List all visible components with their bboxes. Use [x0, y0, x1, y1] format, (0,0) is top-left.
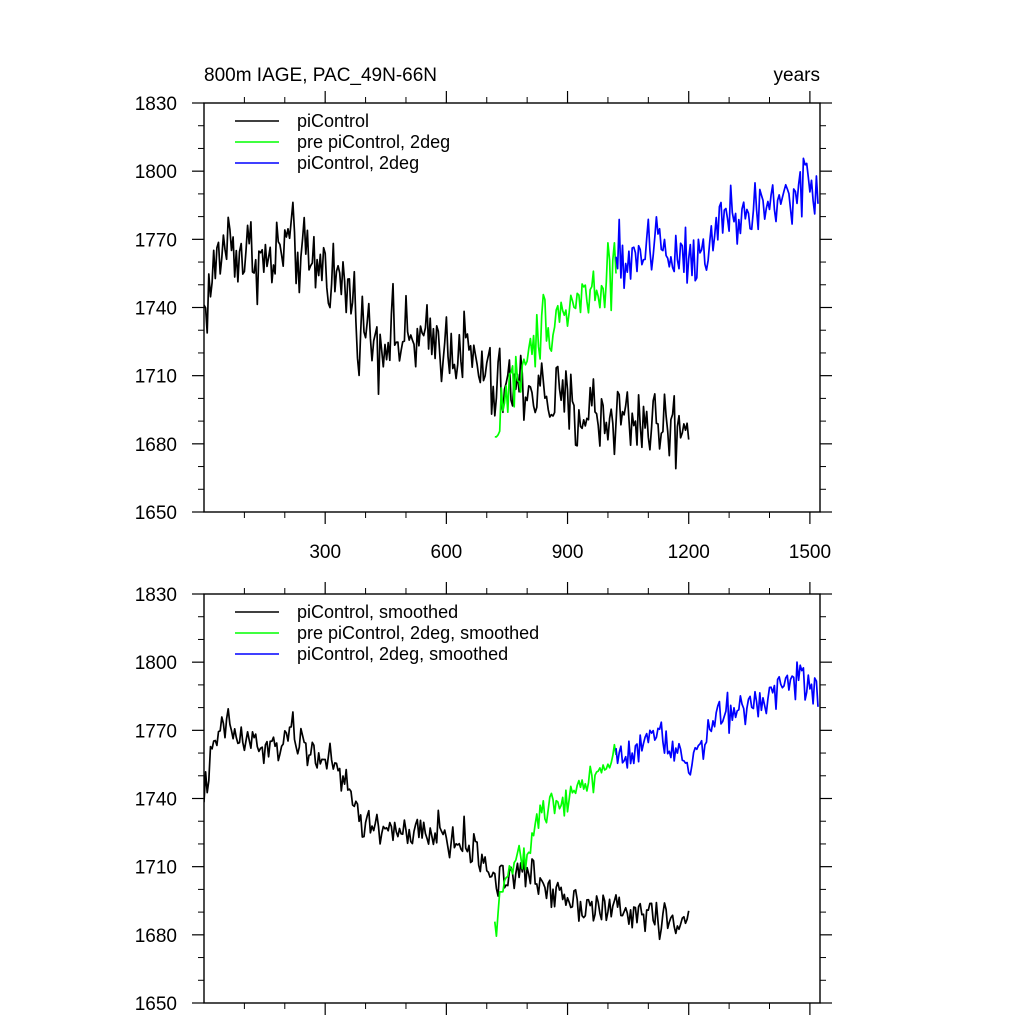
series-group — [204, 201, 690, 470]
series-line-picontrol — [204, 201, 690, 470]
y-tick-label: 1650 — [135, 503, 177, 524]
y-tick-label: 1710 — [135, 367, 177, 388]
legend-label: piControl, 2deg — [297, 153, 419, 173]
chart-title: 800m IAGE, PAC_49N-66N — [204, 65, 438, 86]
y-tick-label: 1680 — [135, 435, 177, 456]
series-line-picontrol-2deg — [615, 157, 819, 290]
units-label: years — [773, 65, 820, 86]
legend-label: piControl — [297, 111, 369, 131]
x-tick-label: 1500 — [789, 542, 831, 563]
series-line-pre-picontrol-2deg — [494, 241, 617, 438]
y-tick-label: 1800 — [135, 162, 177, 183]
x-tick-label: 600 — [431, 542, 463, 563]
series-group — [494, 241, 617, 438]
y-tick-label: 1740 — [135, 299, 177, 320]
x-tick-label: 300 — [309, 542, 341, 563]
legend-label: pre piControl, 2deg — [297, 132, 450, 152]
y-tick-label: 1830 — [135, 94, 177, 115]
x-tick-label: 1200 — [668, 542, 710, 563]
y-tick-label: 1770 — [135, 230, 177, 251]
x-tick-label: 900 — [552, 542, 584, 563]
series-group — [615, 157, 819, 290]
